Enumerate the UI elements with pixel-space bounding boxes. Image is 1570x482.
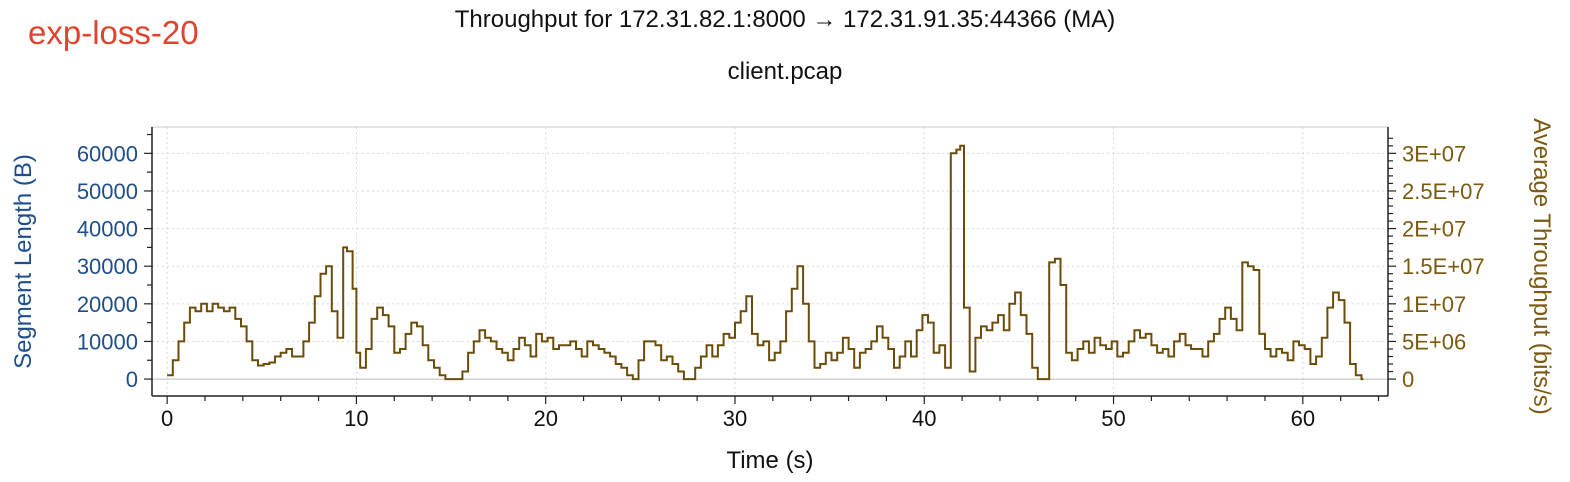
x-tick-label: 60 bbox=[1291, 406, 1315, 431]
right-tick-label: 2.5E+07 bbox=[1402, 179, 1485, 204]
x-tick-label: 10 bbox=[344, 406, 368, 431]
left-tick-label: 10000 bbox=[77, 329, 138, 354]
x-tick-label: 0 bbox=[161, 406, 173, 431]
graph-tag-label: exp-loss-20 bbox=[28, 14, 199, 51]
right-tick-label: 5E+06 bbox=[1402, 329, 1466, 354]
throughput-series-line bbox=[167, 144, 1364, 381]
left-tick-label: 60000 bbox=[77, 141, 138, 166]
x-axis: 0 10 20 30 40 50 60 bbox=[152, 395, 1388, 431]
chart-title: Throughput for 172.31.82.1:8000 → 172.31… bbox=[454, 6, 1116, 33]
right-tick-label: 1.5E+07 bbox=[1402, 254, 1485, 279]
right-tick-label: 1E+07 bbox=[1402, 292, 1466, 317]
right-tick-label: 2E+07 bbox=[1402, 217, 1466, 242]
left-tick-label: 0 bbox=[126, 367, 138, 392]
x-tick-label: 30 bbox=[723, 406, 747, 431]
x-axis-label: Time (s) bbox=[726, 447, 813, 474]
left-tick-label: 40000 bbox=[77, 217, 138, 242]
right-y-axis: 0 5E+06 1E+07 1.5E+07 2E+07 2.5E+07 3E+07 bbox=[1387, 127, 1485, 396]
left-tick-label: 50000 bbox=[77, 179, 138, 204]
right-tick-label: 3E+07 bbox=[1402, 141, 1466, 166]
chart-subtitle: client.pcap bbox=[727, 58, 843, 85]
x-tick-label: 50 bbox=[1101, 406, 1125, 431]
left-tick-label: 30000 bbox=[77, 254, 138, 279]
x-tick-label: 20 bbox=[533, 406, 557, 431]
grid-lines bbox=[152, 127, 1388, 396]
right-tick-label: 0 bbox=[1402, 367, 1414, 392]
left-y-axis: 0 10000 20000 30000 40000 50000 60000 bbox=[77, 127, 153, 396]
left-y-axis-label: Segment Length (B) bbox=[10, 154, 37, 369]
left-tick-label: 20000 bbox=[77, 292, 138, 317]
right-y-axis-label: Average Throughput (bits/s) bbox=[1528, 118, 1555, 415]
x-tick-label: 40 bbox=[912, 406, 936, 431]
